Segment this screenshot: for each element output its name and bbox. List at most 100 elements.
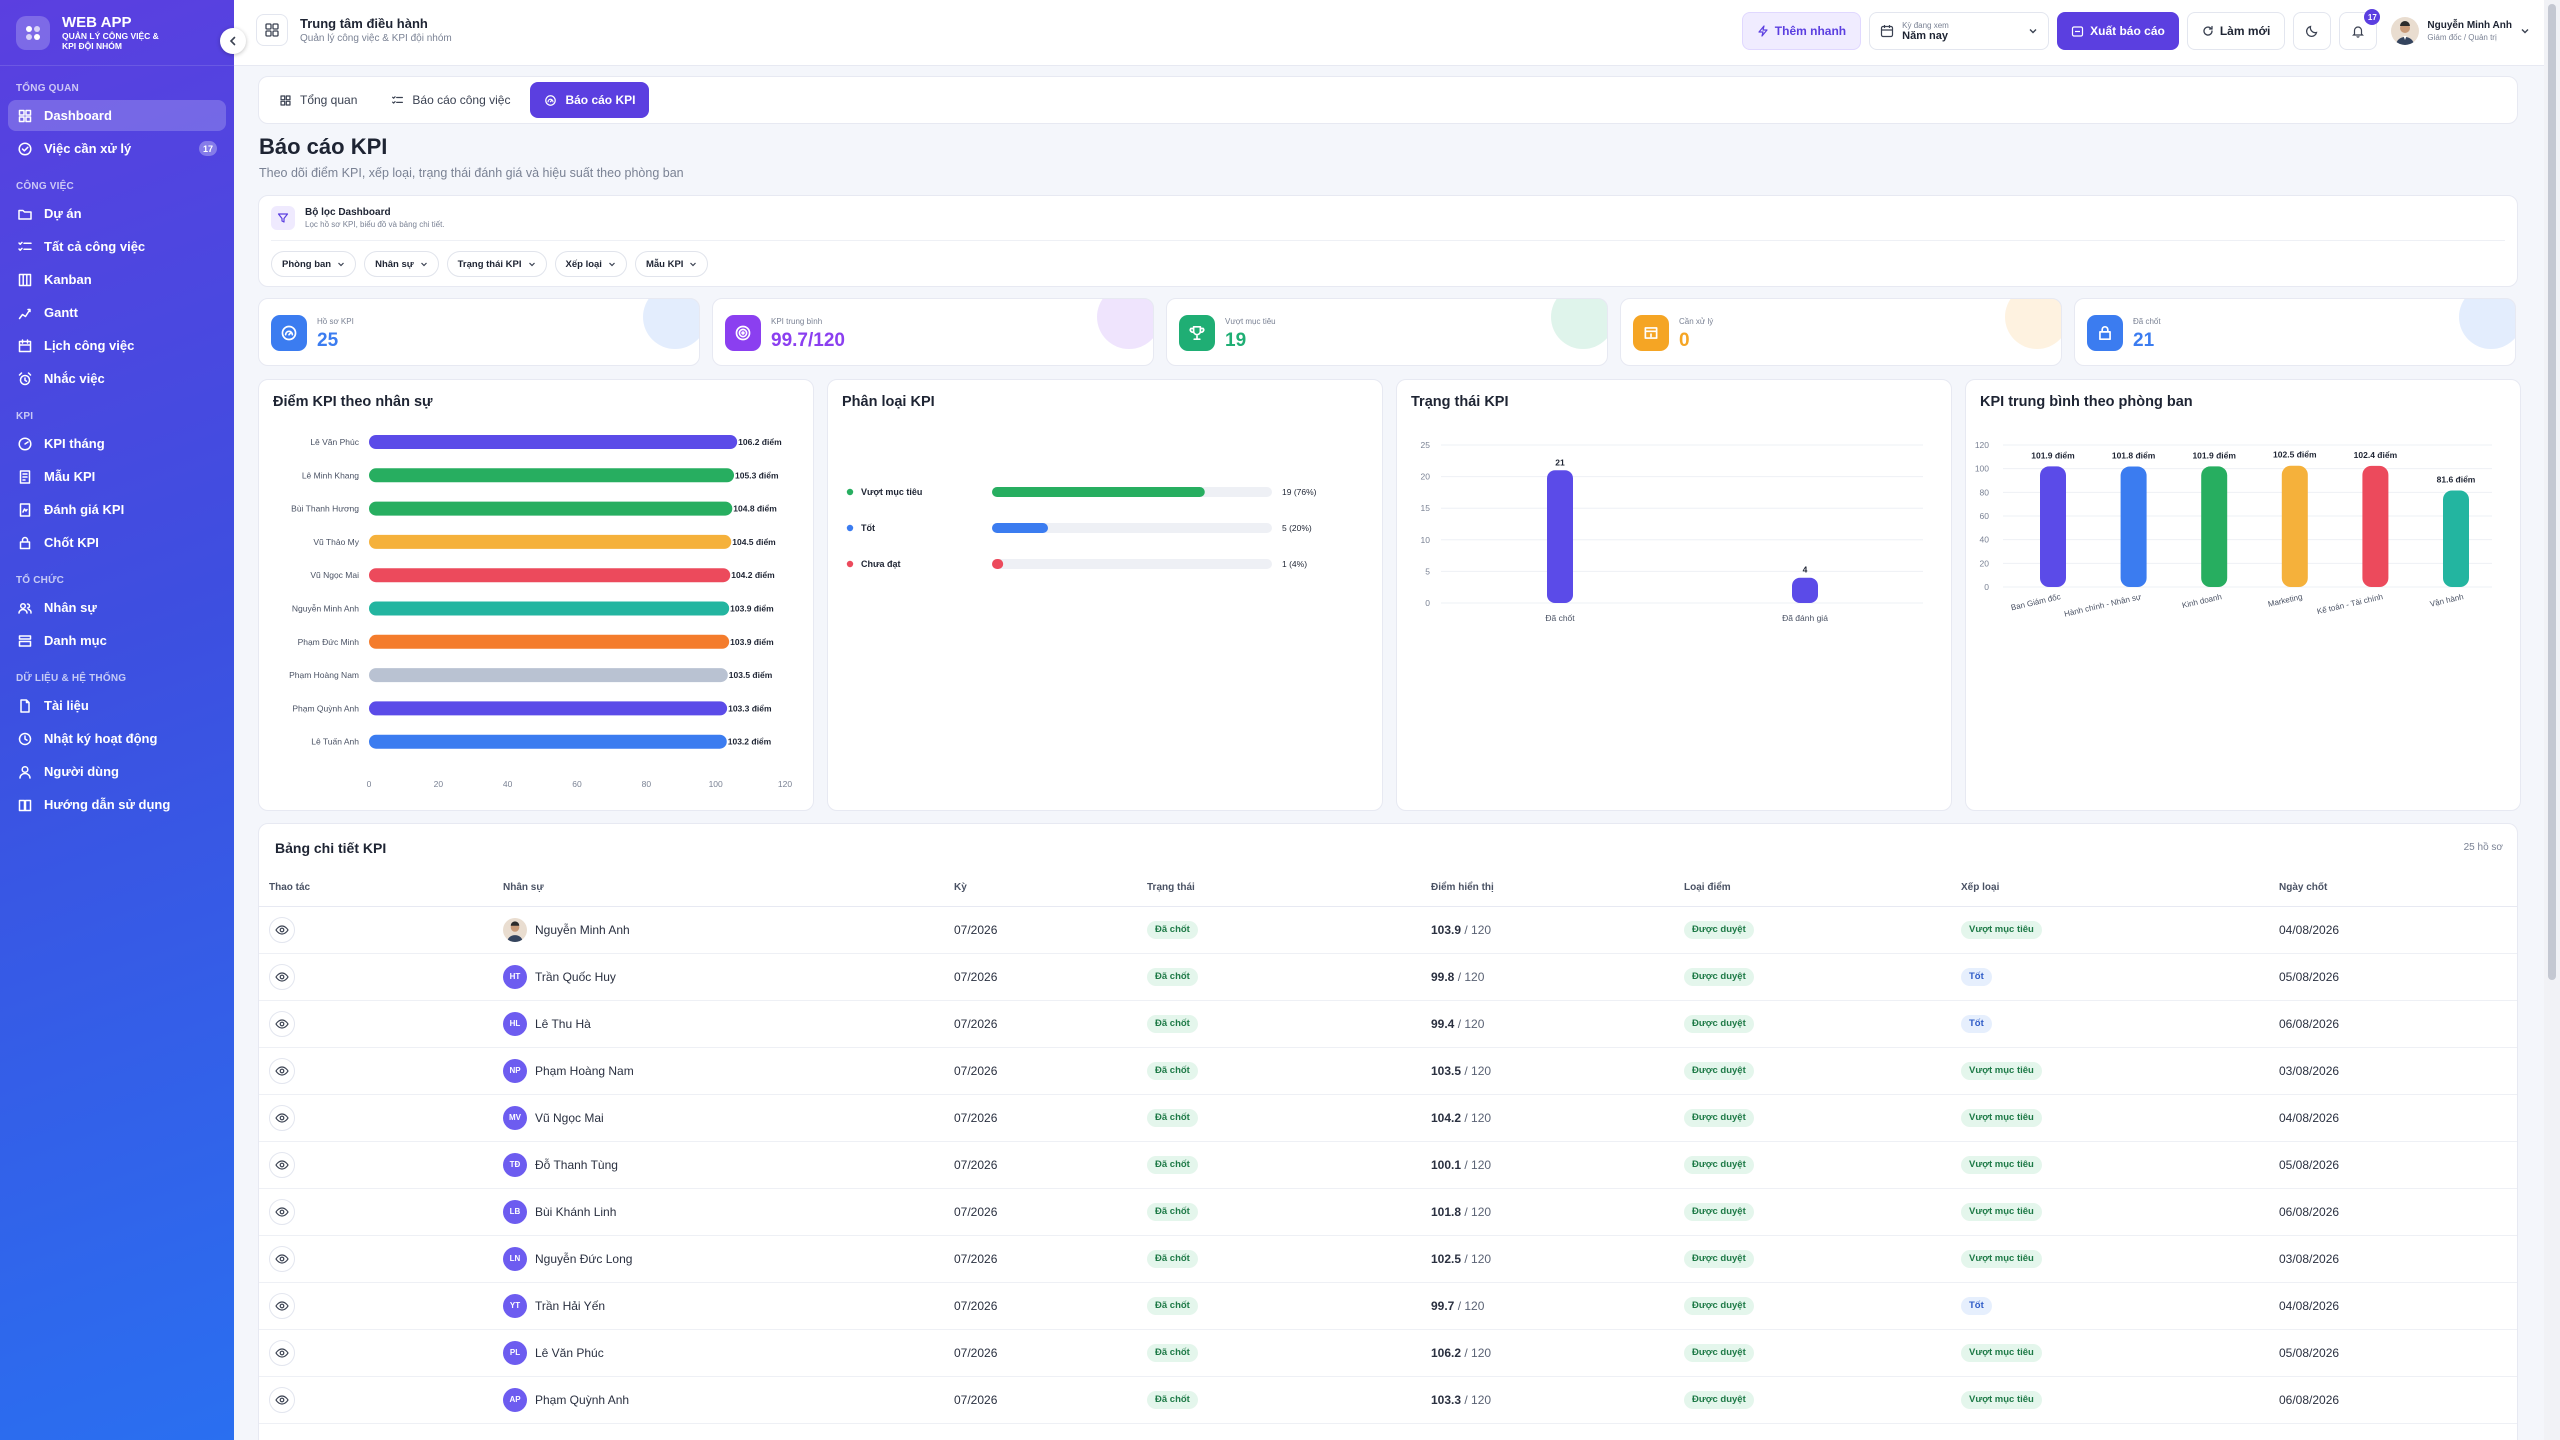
sidebar-item-list-check[interactable]: Tất cả công việc <box>8 231 226 262</box>
sidebar-item-badge: 17 <box>198 141 217 156</box>
users-icon <box>18 602 32 614</box>
view-button[interactable] <box>269 1104 295 1131</box>
column-header[interactable]: Nhân sự <box>493 870 944 907</box>
x-tick-label: 0 <box>367 779 372 789</box>
sidebar-item-folder[interactable]: Dự án <box>8 198 226 229</box>
avatar: TĐ <box>503 1152 527 1177</box>
score-type-badge: Được duyệt <box>1684 1014 1754 1033</box>
table-row[interactable]: LB Bùi Khánh Linh 07/2026 Đã chốt 101.8 / 12… <box>259 1188 2517 1236</box>
sidebar-item-book[interactable]: Hướng dẫn sử dụng <box>8 789 226 820</box>
sidebar-item-rating[interactable]: Đánh giá KPI <box>8 494 226 525</box>
table-row[interactable]: NP Phạm Hoàng Nam 07/2026 Đã chốt 103.5 / 12… <box>259 1047 2517 1095</box>
sidebar-item-dashboard[interactable]: Dashboard <box>8 100 226 131</box>
notifications-button[interactable]: 17 <box>2339 9 2381 50</box>
theme-toggle-button[interactable] <box>2293 12 2332 50</box>
table-row[interactable]: MV Vũ Ngọc Mai 07/2026 Đã chốt 104.2 / 120 Đư… <box>259 1094 2517 1142</box>
sidebar-item-kanban[interactable]: Kanban <box>8 264 226 295</box>
refresh-button[interactable]: Làm mới <box>2186 12 2286 50</box>
sidebar-item-lock[interactable]: Chốt KPI <box>8 527 226 558</box>
collapse-sidebar-button[interactable] <box>220 28 246 54</box>
view-button[interactable] <box>269 1292 295 1319</box>
staff-cell: LN Nguyễn Đức Long <box>493 1235 944 1283</box>
sidebar-item-template[interactable]: Mẫu KPI <box>8 461 226 492</box>
staff-name[interactable]: Trần Hải Yến <box>535 1298 606 1313</box>
rank-badge: Tốt <box>1961 1014 1992 1033</box>
view-button[interactable] <box>269 1010 295 1037</box>
sidebar-item-category[interactable]: Danh mục <box>8 625 226 656</box>
sidebar-item-user[interactable]: Người dùng <box>8 756 226 787</box>
view-button[interactable] <box>269 1386 295 1413</box>
staff-kpi-value-label: 103.2 điểm <box>728 737 772 747</box>
column-header[interactable]: Điểm hiển thị <box>1421 870 1674 907</box>
staff-name[interactable]: Phạm Quỳnh Anh <box>535 1392 630 1407</box>
view-button[interactable] <box>269 1245 295 1272</box>
table-row[interactable]: AP Phạm Quỳnh Anh 07/2026 Đã chốt 103.3 / 12… <box>259 1376 2517 1424</box>
brand: WEB APP QUẢN LÝ CÔNG VIỆC & KPI ĐỘI NHÓM <box>0 0 234 66</box>
table-row[interactable]: HL Lê Thu Hà 07/2026 Đã chốt 99.4 / 120 Được … <box>259 1000 2517 1048</box>
staff-name[interactable]: Lê Thu Hà <box>535 1016 591 1031</box>
status-badge: Đã chốt <box>1147 920 1198 939</box>
quick-add-button[interactable]: Thêm nhanh <box>1741 12 1862 50</box>
tab-kpi-report[interactable]: Báo cáo KPI <box>530 82 650 118</box>
view-button[interactable] <box>269 963 295 990</box>
staff-name[interactable]: Bùi Khánh Linh <box>535 1204 617 1219</box>
filter-chip[interactable]: Nhân sự <box>364 251 439 277</box>
department-value-label: 81.6 điểm <box>2437 474 2476 484</box>
filter-chip[interactable]: Phòng ban <box>271 251 357 277</box>
view-button[interactable] <box>269 916 295 943</box>
staff-name[interactable]: Trần Quốc Huy <box>535 969 616 984</box>
period-select[interactable]: Kỳ đang xem Năm nay <box>1869 12 2050 50</box>
sidebar-item-history[interactable]: Nhật ký hoạt động <box>8 723 226 754</box>
user-menu[interactable]: Nguyễn Minh Anh Giám đốc / Quản trị <box>2391 17 2530 45</box>
score-type-cell: Được duyệt <box>1674 1141 1951 1189</box>
export-report-button[interactable]: Xuất báo cáo <box>2057 12 2179 50</box>
staff-name[interactable]: Vũ Ngọc Mai <box>535 1110 604 1125</box>
view-button[interactable] <box>269 1057 295 1084</box>
grid-icon <box>265 23 279 37</box>
table-row[interactable]: YT Trần Hải Yến 07/2026 Đã chốt 99.7 / 120 Đư… <box>259 1282 2517 1330</box>
sidebar-item-alarm[interactable]: Nhắc việc <box>8 363 226 394</box>
staff-cell: NP Phạm Hoàng Nam <box>493 1047 944 1095</box>
sidebar-item-check-circle[interactable]: Việc cần xử lý 17 <box>8 133 226 164</box>
sidebar-item-users[interactable]: Nhân sự <box>8 592 226 623</box>
sidebar-item-document[interactable]: Tài liệu <box>8 690 226 721</box>
scrollbar-thumb[interactable] <box>2548 4 2556 980</box>
staff-name[interactable]: Đỗ Thanh Tùng <box>535 1157 618 1172</box>
page-scrollbar[interactable] <box>2544 0 2560 1440</box>
calendar-icon <box>1881 25 1894 38</box>
tab-overview[interactable]: Tổng quan <box>265 82 371 118</box>
sidebar-item-gantt[interactable]: Gantt <box>8 297 226 328</box>
sidebar-item-gauge[interactable]: KPI tháng <box>8 428 226 459</box>
staff-cell: AP Phạm Quỳnh Anh <box>493 1376 944 1424</box>
staff-name[interactable]: Phạm Hoàng Nam <box>535 1063 634 1078</box>
view-button[interactable] <box>269 1151 295 1178</box>
filter-chip[interactable]: Trạng thái KPI <box>446 251 547 277</box>
staff-name[interactable]: Nguyễn Đức Long <box>535 1251 633 1266</box>
column-header[interactable]: Trạng thái <box>1137 870 1421 907</box>
table-row[interactable]: HT Trần Quốc Huy 07/2026 Đã chốt 99.8 / 120 Đ… <box>259 953 2517 1001</box>
apps-menu-button[interactable] <box>256 14 288 46</box>
table-row[interactable]: TĐ Đỗ Thanh Tùng 07/2026 Đã chốt 100.1 / 120… <box>259 1141 2517 1189</box>
score-value: 100.1 <box>1431 1157 1462 1172</box>
column-header[interactable]: Xếp loại <box>1951 870 2269 907</box>
sidebar-item-label: Tài liệu <box>44 698 89 713</box>
view-button[interactable] <box>269 1339 295 1366</box>
column-header[interactable]: Kỳ <box>944 870 1137 907</box>
filter-chip[interactable]: Mẫu KPI <box>634 251 709 277</box>
table-row[interactable]: PL Lê Văn Phúc 07/2026 Đã chốt 106.2 / 120 Đư… <box>259 1329 2517 1377</box>
column-header[interactable]: Thao tác <box>259 870 493 907</box>
staff-name[interactable]: Lê Văn Phúc <box>535 1345 604 1360</box>
filter-chip[interactable]: Xếp loại <box>554 251 627 277</box>
column-header[interactable]: Ngày chốt <box>2269 870 2517 907</box>
column-header[interactable]: Loại điểm <box>1674 870 1951 907</box>
score-value: 103.5 <box>1431 1063 1462 1078</box>
table-row[interactable]: LN Nguyễn Đức Long 07/2026 Đã chốt 102.5 / 1… <box>259 1235 2517 1283</box>
sidebar-item-calendar[interactable]: Lịch công việc <box>8 330 226 361</box>
table-row[interactable]: Nguyễn Minh Anh 07/2026 Đã chốt 103.9 / 120… <box>259 906 2517 954</box>
view-button[interactable] <box>269 1198 295 1225</box>
user-role: Giám đốc / Quản trị <box>2427 33 2497 42</box>
department-value-label: 102.5 điểm <box>2273 450 2317 460</box>
score-max: / 120 <box>1464 922 1492 937</box>
tab-task-report[interactable]: Báo cáo công việc <box>377 82 524 118</box>
staff-name[interactable]: Nguyễn Minh Anh <box>535 922 630 937</box>
